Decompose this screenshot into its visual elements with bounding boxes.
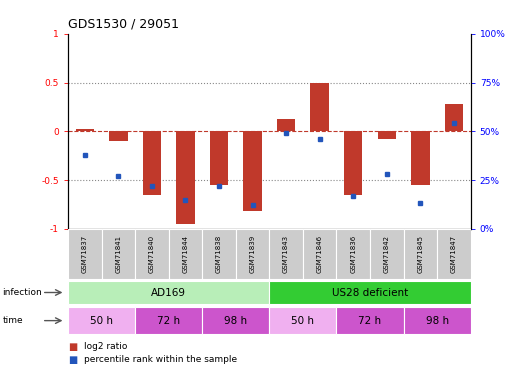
Bar xyxy=(445,104,463,131)
Text: GSM71839: GSM71839 xyxy=(249,235,256,273)
Text: GSM71836: GSM71836 xyxy=(350,235,356,273)
Bar xyxy=(336,307,404,334)
Bar xyxy=(101,229,135,279)
Bar xyxy=(109,131,128,141)
Text: time: time xyxy=(3,316,23,325)
Bar xyxy=(202,307,269,334)
Text: 98 h: 98 h xyxy=(426,316,449,326)
Text: GSM71842: GSM71842 xyxy=(384,235,390,273)
Bar xyxy=(68,229,101,279)
Text: GSM71843: GSM71843 xyxy=(283,235,289,273)
Bar xyxy=(243,131,262,211)
Bar xyxy=(404,229,437,279)
Bar xyxy=(143,131,161,195)
Text: 50 h: 50 h xyxy=(90,316,113,326)
Text: GSM71837: GSM71837 xyxy=(82,235,88,273)
Bar xyxy=(269,307,336,334)
Bar xyxy=(411,131,429,185)
Text: US28 deficient: US28 deficient xyxy=(332,288,408,297)
Text: GSM71845: GSM71845 xyxy=(417,235,423,273)
Text: 72 h: 72 h xyxy=(358,316,382,326)
Text: GSM71846: GSM71846 xyxy=(317,235,323,273)
Bar xyxy=(210,131,228,185)
Text: GDS1530 / 29051: GDS1530 / 29051 xyxy=(68,18,179,31)
Bar xyxy=(404,307,471,334)
Bar xyxy=(75,129,94,131)
Text: GSM71840: GSM71840 xyxy=(149,235,155,273)
Bar xyxy=(176,131,195,224)
Bar xyxy=(68,307,135,334)
Text: GSM71838: GSM71838 xyxy=(216,235,222,273)
Text: GSM71844: GSM71844 xyxy=(183,235,188,273)
Text: infection: infection xyxy=(3,288,42,297)
Text: 98 h: 98 h xyxy=(224,316,247,326)
Text: 72 h: 72 h xyxy=(157,316,180,326)
Text: AD169: AD169 xyxy=(151,288,186,297)
Bar xyxy=(344,131,362,195)
Text: 50 h: 50 h xyxy=(291,316,314,326)
Text: GSM71841: GSM71841 xyxy=(116,235,121,273)
Bar xyxy=(269,280,471,304)
Bar xyxy=(236,229,269,279)
Bar xyxy=(277,118,295,131)
Bar xyxy=(370,229,404,279)
Bar xyxy=(303,229,336,279)
Bar xyxy=(269,229,303,279)
Bar xyxy=(68,280,269,304)
Text: ■: ■ xyxy=(68,355,77,365)
Bar xyxy=(202,229,236,279)
Text: ■: ■ xyxy=(68,342,77,352)
Bar xyxy=(336,229,370,279)
Bar xyxy=(135,307,202,334)
Bar xyxy=(437,229,471,279)
Bar xyxy=(168,229,202,279)
Text: GSM71847: GSM71847 xyxy=(451,235,457,273)
Bar xyxy=(135,229,168,279)
Bar xyxy=(311,82,329,131)
Bar xyxy=(378,131,396,139)
Text: log2 ratio: log2 ratio xyxy=(84,342,127,351)
Text: percentile rank within the sample: percentile rank within the sample xyxy=(84,356,237,364)
